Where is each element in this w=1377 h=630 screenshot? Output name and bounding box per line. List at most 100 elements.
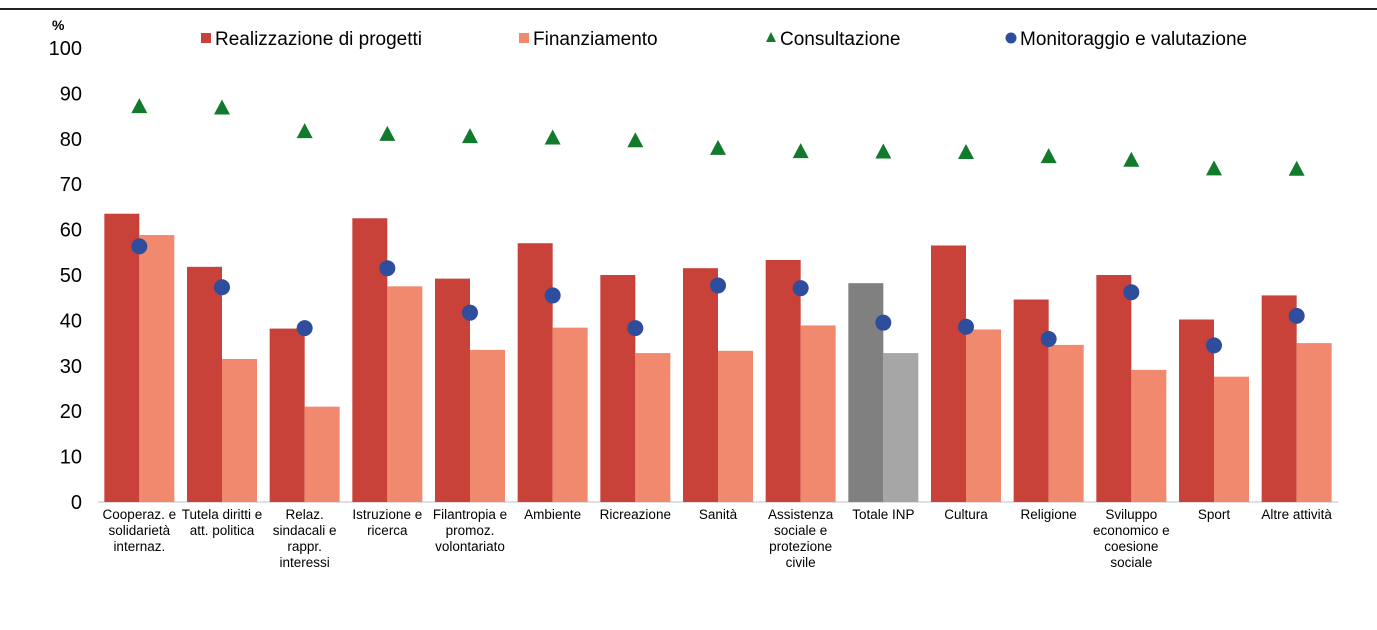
y-tick-label: 70: [60, 174, 82, 196]
x-tick-label-line: Sport: [1198, 507, 1231, 522]
marker-consultazione: [214, 99, 230, 115]
legend-label: Monitoraggio e valutazione: [1020, 29, 1247, 50]
x-tick-label: Totale INP: [852, 507, 914, 522]
marker-consultazione: [627, 132, 644, 148]
x-tick-label-line: civile: [786, 555, 816, 570]
bar-realizzazione: [1013, 299, 1049, 502]
bar-realizzazione: [352, 218, 388, 502]
x-tick-label-line: sociale e: [774, 523, 827, 538]
x-tick-label: Cultura: [944, 507, 988, 522]
bar-realizzazione: [848, 283, 884, 502]
bar-realizzazione: [931, 245, 966, 503]
bar-realizzazione: [765, 260, 801, 502]
x-tick-label: Altre attività: [1261, 507, 1332, 522]
x-tick-label-line: volontariato: [435, 539, 505, 554]
marker-monitoraggio: [875, 314, 892, 331]
y-tick-label: 90: [60, 83, 82, 105]
x-tick-label-line: protezione: [769, 539, 832, 554]
bar-finanziamento: [1214, 376, 1249, 502]
marker-consultazione: [379, 125, 396, 141]
bar-finanziamento: [718, 350, 753, 502]
x-tick-label-line: Altre attività: [1261, 507, 1332, 522]
x-tick-label: Relaz. sindacali e rappr. interessi: [273, 507, 337, 570]
bar-finanziamento: [883, 353, 919, 502]
bar-finanziamento: [1048, 344, 1084, 502]
bar-finanziamento: [470, 349, 505, 502]
marker-consultazione: [1206, 160, 1222, 176]
marker-monitoraggio: [1040, 331, 1057, 348]
legend-swatch: [766, 32, 776, 42]
bar-finanziamento: [552, 327, 588, 502]
legend-swatch: [519, 33, 529, 43]
x-tick-label-line: Cooperaz. e: [103, 507, 177, 522]
legend-label: Consultazione: [780, 29, 900, 50]
bar-realizzazione: [1261, 295, 1297, 502]
y-axis-label: %: [52, 17, 65, 33]
x-tick-label: Religione: [1021, 507, 1077, 522]
x-tick-label-line: Assistenza: [768, 507, 834, 522]
legend-label: Finanziamento: [533, 29, 658, 50]
marker-consultazione: [792, 143, 809, 159]
x-tick-label-line: coesione: [1104, 539, 1158, 554]
bar-realizzazione: [1096, 275, 1132, 502]
bar-finanziamento: [304, 406, 340, 502]
x-tick-label: Ricreazione: [600, 507, 671, 522]
marker-monitoraggio: [131, 238, 148, 255]
bar-realizzazione: [269, 328, 305, 502]
y-tick-label: 60: [60, 220, 82, 242]
x-tick-label-line: att. politica: [190, 523, 255, 538]
marker-consultazione: [875, 143, 892, 159]
x-tick-label: Istruzione e ricerca: [352, 507, 422, 538]
marker-consultazione: [1040, 148, 1057, 164]
marker-monitoraggio: [1123, 284, 1140, 301]
x-tick-label: Ambiente: [524, 507, 581, 522]
x-tick-label-line: internaz.: [113, 539, 165, 554]
x-tick-label: Assistenza sociale e protezione civile: [768, 507, 834, 570]
bar-finanziamento: [387, 286, 423, 502]
y-tick-label: 40: [60, 310, 82, 332]
x-tick-label-line: Sanità: [699, 507, 738, 522]
x-tick-label: Filantropia e promoz. volontariato: [433, 507, 507, 554]
marker-monitoraggio: [710, 277, 726, 294]
legend-swatch: [1005, 32, 1017, 44]
x-tick-label-line: promoz.: [446, 523, 495, 538]
y-tick-label: 100: [49, 38, 82, 60]
x-tick-label: Cooperaz. e solidarietà internaz.: [103, 507, 177, 554]
bar-finanziamento: [1131, 369, 1167, 502]
x-tick-label-line: Istruzione e: [352, 507, 422, 522]
bar-realizzazione: [600, 275, 636, 502]
x-tick-label-line: Cultura: [944, 507, 988, 522]
marker-monitoraggio: [1206, 337, 1222, 354]
marker-consultazione: [544, 129, 561, 145]
x-tick-label-line: Totale INP: [852, 507, 914, 522]
x-tick-label-line: rappr.: [287, 539, 322, 554]
y-tick-label: 10: [60, 447, 82, 469]
bar-finanziamento: [800, 325, 836, 502]
x-tick-label-line: Filantropia e: [433, 507, 507, 522]
x-tick-label-line: sociale: [1110, 555, 1152, 570]
bar-finanziamento: [222, 358, 257, 502]
bar-realizzazione: [683, 268, 718, 502]
x-tick-label-line: Tutela diritti e: [182, 507, 263, 522]
top-rule: [0, 8, 1377, 10]
marker-consultazione: [1288, 160, 1305, 176]
marker-monitoraggio: [462, 304, 478, 321]
bar-finanziamento: [139, 235, 175, 502]
legend-label: Realizzazione di progetti: [215, 29, 422, 50]
marker-monitoraggio: [214, 279, 230, 296]
x-tick-label-line: Ricreazione: [600, 507, 671, 522]
legend-swatch: [201, 33, 211, 43]
marker-monitoraggio: [296, 320, 313, 337]
marker-consultazione: [1123, 151, 1140, 167]
y-tick-label: 80: [60, 129, 82, 151]
marker-monitoraggio: [1288, 307, 1305, 324]
marker-consultazione: [958, 144, 974, 160]
x-tick-label-line: interessi: [280, 555, 330, 570]
x-tick-label: Sviluppo economico e coesione sociale: [1093, 507, 1170, 570]
x-tick-label-line: Ambiente: [524, 507, 581, 522]
x-tick-label-line: Sviluppo: [1105, 507, 1157, 522]
marker-consultazione: [131, 98, 148, 114]
marker-monitoraggio: [379, 260, 396, 277]
bar-realizzazione: [517, 243, 553, 502]
